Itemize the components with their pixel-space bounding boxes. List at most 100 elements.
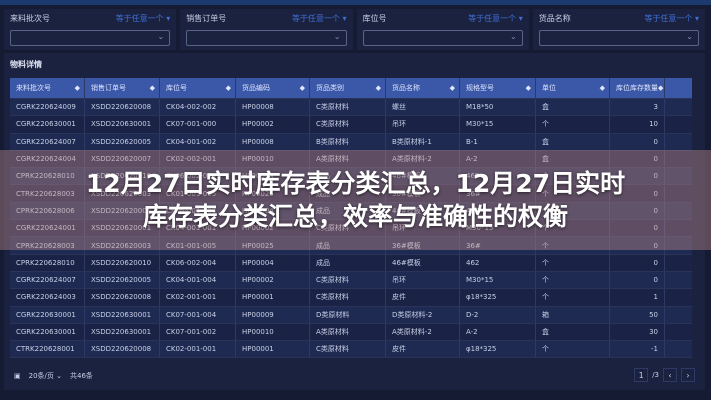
table-cell: 0: [610, 254, 665, 271]
current-page-input[interactable]: 1: [634, 368, 649, 382]
table-cell: 成品: [310, 202, 386, 220]
table-cell: XSDD220620008: [85, 341, 160, 358]
total-count: 共46条: [69, 372, 93, 380]
table-cell: HP00025: [236, 237, 310, 254]
table-row[interactable]: CGRK220624003 XSDD220620008 CK02-001-001 HP…: [10, 289, 692, 307]
table-cell: CK04-002-002: [160, 99, 236, 116]
table-cell: HP00008: [236, 99, 310, 116]
table-cell: φ18*325: [460, 289, 536, 306]
next-page-button[interactable]: ›: [681, 368, 695, 382]
table-row[interactable]: CTRK220628003 XSDD220620003 CK01-001-005 HP…: [10, 185, 692, 203]
table-cell: 个: [536, 168, 610, 185]
table-cell: CK01-001-005: [160, 185, 236, 202]
column-header-label: 货品类别: [316, 84, 344, 92]
table-cell: 成品: [310, 254, 386, 271]
chevron-down-icon: ⌄: [333, 32, 341, 41]
column-header[interactable]: 库位库存数量 ◆: [610, 78, 665, 98]
filter-operator-dropdown[interactable]: 等于任意一个 ▾: [291, 14, 347, 23]
page-size-select[interactable]: 20条/页 ⌄: [28, 372, 62, 380]
table-row[interactable]: CPRK220628006 XSDD220620006 CK06-001-003 HP…: [10, 202, 692, 221]
table-row[interactable]: CPRK220628010 XSDD220620010 CK06-002-004 HP…: [10, 168, 692, 186]
column-header[interactable]: 库位号 ◆: [160, 78, 236, 98]
table-cell: 46#模板: [386, 202, 460, 220]
table-cell: 0: [610, 271, 665, 289]
filter-select[interactable]: ⌄: [10, 30, 171, 46]
table-row[interactable]: CGRK220630001 XSDD220630001 CK07-001-002 HP…: [10, 323, 692, 342]
table-cell: CK02-001-001: [160, 341, 236, 358]
table-cell: 皮件: [386, 289, 460, 306]
filter-operator-dropdown[interactable]: 等于任意一个 ▾: [468, 14, 523, 23]
column-header[interactable]: 货品名称 ◆: [386, 78, 460, 98]
filter-operator-dropdown[interactable]: 等于任意一个 ▾: [115, 14, 171, 23]
table-cell: 0: [610, 150, 665, 168]
table-cell: D类原材料-2: [386, 306, 460, 323]
headline-overlay: [0, 150, 711, 250]
table-cell: CK02-001-001: [160, 289, 236, 306]
sort-icon[interactable]: ◆: [375, 84, 381, 92]
table-row[interactable]: CGRK220630001 XSDD220630001 CK07-001-000 HP…: [10, 116, 692, 134]
column-header-label: 单位: [542, 84, 556, 92]
table-cell: 36#: [460, 185, 536, 202]
settings-icon[interactable]: ▣: [14, 372, 21, 380]
table-row[interactable]: CGRK220624009 XSDD220620008 CK04-002-002 HP…: [10, 99, 692, 117]
table-cell: 成品: [310, 168, 386, 185]
table-cell: 462: [460, 168, 536, 185]
table-cell: 36#模板: [386, 237, 460, 254]
table-cell: M30*15: [460, 220, 536, 237]
table-cell: CK04-001-002: [160, 133, 236, 150]
sort-icon[interactable]: ◆: [299, 84, 305, 92]
sort-icon[interactable]: ◆: [525, 84, 531, 92]
table-row[interactable]: CGRK220624007 XSDD220620005 CK04-001-002 HP…: [10, 133, 692, 151]
sort-icon[interactable]: ◆: [225, 84, 231, 92]
filter-select[interactable]: ⌄: [538, 30, 699, 46]
table-cell: 个: [536, 220, 610, 237]
table-cell: CPRK220628006: [10, 202, 85, 220]
filter-select[interactable]: ⌄: [186, 30, 347, 46]
table-row[interactable]: CGRK220624007 XSDD220620005 CK04-001-004 HP…: [10, 271, 692, 290]
column-header[interactable]: 货品编码 ◆: [236, 78, 310, 98]
table-cell: HP00009: [236, 306, 310, 323]
sort-icon[interactable]: ◆: [74, 84, 80, 92]
table-row[interactable]: CGRK220624004 XSDD220620007 CK02-002-001 HP…: [10, 150, 692, 169]
table-row[interactable]: CPRK220628003 XSDD220620003 CK01-001-005 HP…: [10, 237, 692, 255]
column-header[interactable]: 货品类别 ◆: [310, 78, 386, 98]
table-cell: CK01-001-005: [160, 237, 236, 254]
table-cell: HP00010: [236, 323, 310, 341]
sort-icon[interactable]: ◆: [449, 84, 455, 92]
filter-operator-dropdown[interactable]: 等于任意一个 ▾: [644, 14, 699, 23]
prev-page-button[interactable]: ‹: [663, 368, 677, 382]
table-cell: HP00002: [236, 271, 310, 289]
sort-icon[interactable]: ◆: [599, 84, 605, 92]
table-cell: CTRK220628003: [10, 185, 85, 202]
column-header[interactable]: 销售订单号 ◆: [85, 78, 160, 98]
table-cell: B-1: [460, 133, 536, 150]
table-cell: HP00025: [236, 185, 310, 202]
table-row[interactable]: CGRK220630001 XSDD220630001 CK07-001-004 HP…: [10, 306, 692, 324]
table-cell: CK07-001-004: [160, 306, 236, 323]
table-cell: 0: [610, 133, 665, 150]
table-cell-spacer: [665, 272, 692, 288]
sort-icon[interactable]: ◆: [149, 84, 155, 92]
table-cell: 吊环: [386, 271, 460, 289]
table-row[interactable]: CPRK220628010 XSDD220620010 CK06-002-004 HP…: [10, 254, 692, 272]
table-cell: A类原材料-2: [386, 323, 460, 341]
table-cell: XSDD220620001: [85, 220, 160, 237]
filter-select[interactable]: ⌄: [362, 30, 523, 46]
chevron-down-icon: ⌄: [157, 32, 165, 41]
table-row[interactable]: CTRK220628001 XSDD220620008 CK02-001-001 HP…: [10, 341, 692, 359]
table-cell: 盒: [536, 133, 610, 150]
sort-icon[interactable]: ◆: [658, 84, 664, 92]
table-cell: HP00001: [236, 289, 310, 306]
column-header[interactable]: 来料批次号 ◆: [10, 78, 85, 98]
table-cell: CGRK220624009: [10, 99, 85, 116]
column-header[interactable]: 单位 ◆: [536, 78, 610, 98]
table-cell: CK02-002-001: [160, 150, 236, 168]
filter-operator: 等于任意一个: [115, 14, 164, 23]
table-cell: 1: [610, 289, 665, 306]
column-header[interactable]: 规格型号 ◆: [460, 78, 536, 98]
table-cell: C类原材料: [310, 220, 386, 237]
table-row[interactable]: CGRK220624001 XSDD220620001 CK04-001-001 HP…: [10, 220, 692, 238]
material-detail-panel: 物料详情 来料批次号 ◆ 销售订单号 ◆ 库位号 ◆ 货品编码 ◆ 货品类别 ◆ 货品名称 ◆ 规格型号…: [4, 53, 705, 390]
table-cell: 个: [536, 202, 610, 220]
table-cell: 箱: [536, 306, 610, 323]
